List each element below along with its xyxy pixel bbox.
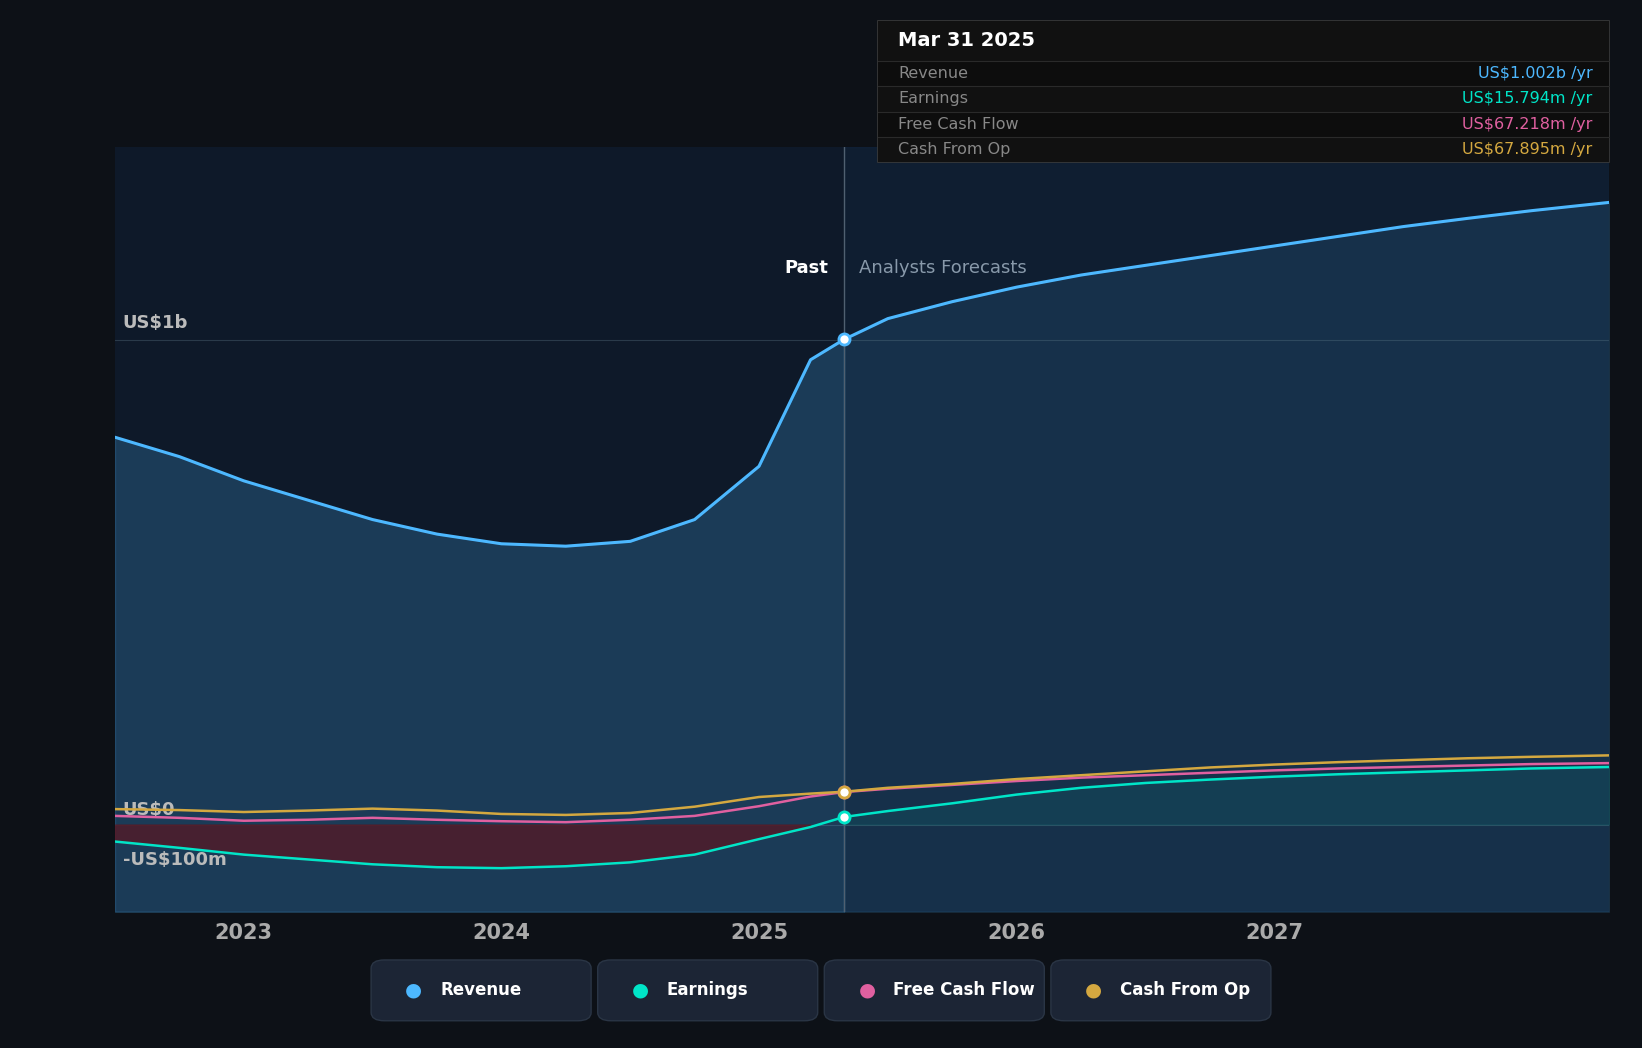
Text: US$0: US$0 bbox=[123, 801, 176, 818]
Text: US$67.218m /yr: US$67.218m /yr bbox=[1463, 116, 1593, 132]
Text: Free Cash Flow: Free Cash Flow bbox=[898, 116, 1018, 132]
Text: ●: ● bbox=[632, 981, 649, 1000]
Text: Mar 31 2025: Mar 31 2025 bbox=[898, 31, 1034, 50]
Text: Earnings: Earnings bbox=[898, 91, 969, 106]
Text: Free Cash Flow: Free Cash Flow bbox=[893, 981, 1034, 1000]
Text: Cash From Op: Cash From Op bbox=[1120, 981, 1250, 1000]
Text: US$67.895m /yr: US$67.895m /yr bbox=[1463, 143, 1593, 157]
Bar bbox=[844, 147, 1609, 912]
Text: Analysts Forecasts: Analysts Forecasts bbox=[859, 259, 1028, 277]
Text: Cash From Op: Cash From Op bbox=[898, 143, 1010, 157]
Text: ●: ● bbox=[859, 981, 875, 1000]
Text: ●: ● bbox=[1085, 981, 1102, 1000]
Text: Revenue: Revenue bbox=[440, 981, 521, 1000]
Text: US$1.002b /yr: US$1.002b /yr bbox=[1478, 66, 1593, 81]
Text: US$1b: US$1b bbox=[123, 313, 189, 331]
Text: -US$100m: -US$100m bbox=[123, 851, 227, 869]
Text: Earnings: Earnings bbox=[667, 981, 749, 1000]
Text: Past: Past bbox=[785, 259, 829, 277]
Text: ●: ● bbox=[406, 981, 422, 1000]
Text: Revenue: Revenue bbox=[898, 66, 969, 81]
Text: US$15.794m /yr: US$15.794m /yr bbox=[1463, 91, 1593, 106]
